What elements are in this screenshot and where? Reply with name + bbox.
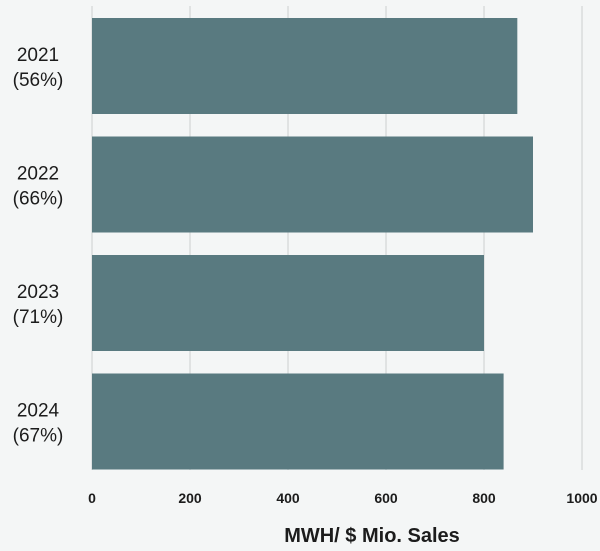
x-tick-labels: 0 200 400 600 800 1000	[88, 490, 598, 506]
bars	[92, 18, 533, 470]
x-tick-label: 800	[472, 490, 496, 506]
x-tick-label: 0	[88, 490, 96, 506]
bar-2022	[92, 136, 533, 233]
category-label: 2024 (67%)	[13, 401, 64, 447]
x-axis-title: MWH/ $ Mio. Sales	[284, 525, 460, 547]
category-year: 2023	[17, 282, 59, 303]
category-share: (67%)	[13, 426, 64, 447]
bar-2023	[92, 255, 484, 351]
bar-2024	[92, 373, 504, 470]
category-year: 2021	[17, 45, 59, 66]
category-label: 2022 (66%)	[13, 164, 64, 210]
x-tick-label: 400	[276, 490, 300, 506]
category-share: (71%)	[13, 307, 64, 328]
category-labels: 2021 (56%) 2022 (66%) 2023 (71%) 2024 (67%)	[13, 45, 64, 447]
category-share: (56%)	[13, 70, 64, 91]
category-year: 2024	[17, 401, 60, 422]
bar-2021	[92, 18, 518, 114]
category-share: (66%)	[13, 189, 64, 210]
x-tick-label: 200	[178, 490, 202, 506]
x-tick-label: 1000	[566, 490, 597, 506]
category-label: 2023 (71%)	[13, 282, 64, 328]
category-year: 2022	[17, 164, 59, 185]
category-label: 2021 (56%)	[13, 45, 64, 91]
x-tick-label: 600	[374, 490, 398, 506]
